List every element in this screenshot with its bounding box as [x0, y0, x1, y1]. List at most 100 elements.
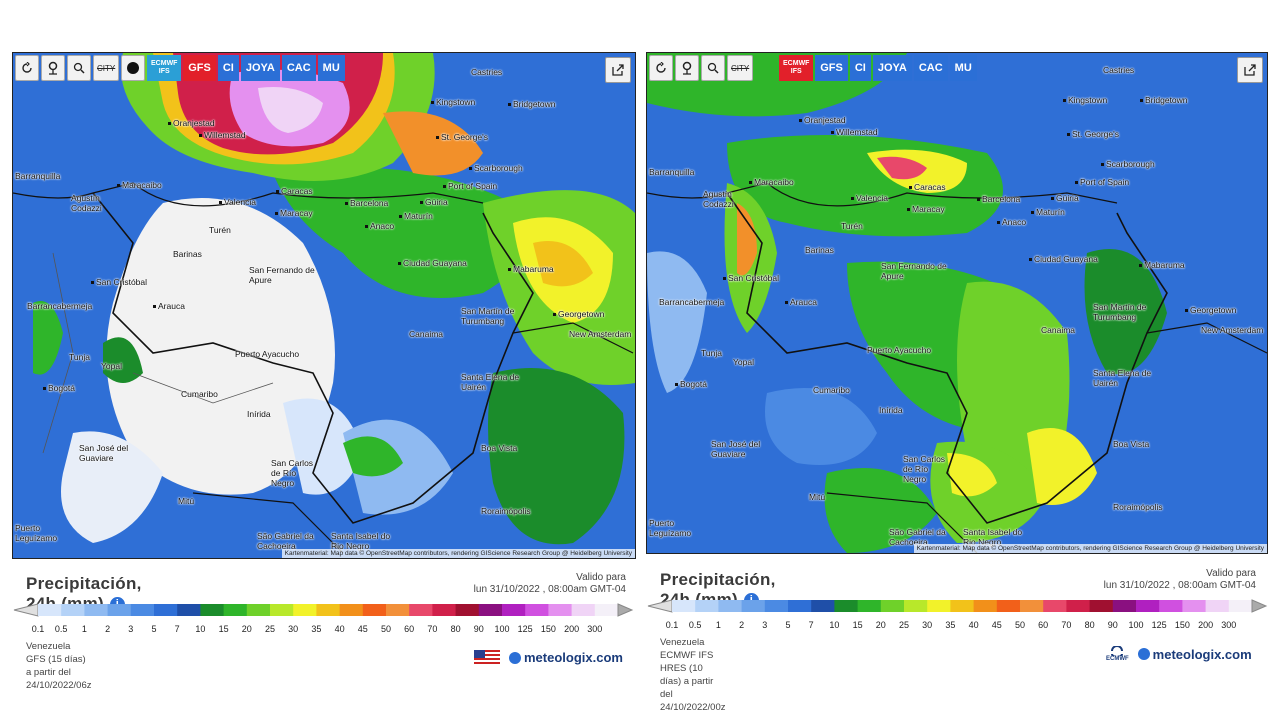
- model-button-ci[interactable]: CI: [217, 55, 239, 81]
- refresh-icon[interactable]: [15, 55, 39, 81]
- scale-tick-label: 90: [1107, 620, 1118, 630]
- scale-tick-label: 45: [357, 624, 368, 634]
- scale-swatch: [1159, 600, 1183, 612]
- model-button-joya[interactable]: JOYA: [872, 55, 912, 81]
- satellite-toggle-icon[interactable]: [121, 55, 146, 81]
- map-toolbar: CITY ECMWF IFS GFS CI JOYA CAC MU: [13, 53, 347, 83]
- scale-swatch: [904, 600, 928, 612]
- city-label: New Amsterdam: [1201, 325, 1264, 335]
- zoom-icon[interactable]: [701, 55, 725, 81]
- scale-swatch: [223, 604, 248, 616]
- city-label: Bridgetown: [508, 99, 556, 109]
- valid-date: lun 31/10/2022 , 08:00am GMT-04: [473, 584, 626, 595]
- city-label: San Carlos de Río Negro: [271, 458, 314, 488]
- scale-swatch: [788, 600, 812, 612]
- scale-swatch: [594, 604, 619, 616]
- precip-map-ecmwf[interactable]: CITY ECMWF IFS GFS CI JOYA CAC MU Castri…: [646, 52, 1268, 554]
- scale-swatch: [130, 604, 155, 616]
- location-pin-icon[interactable]: [675, 55, 699, 81]
- model-button-ecmwf[interactable]: ECMWF IFS: [779, 55, 814, 81]
- city-label: New Amsterdam: [569, 329, 632, 339]
- scale-tick-label: 0.1: [665, 620, 679, 630]
- city-label: Güiria: [1051, 193, 1079, 203]
- city-label: Mabaruma: [508, 264, 554, 274]
- city-label: Turén: [841, 221, 863, 231]
- city-label: Valencia: [851, 193, 888, 203]
- city-label: Kingstown: [431, 97, 475, 107]
- scale-swatch: [38, 604, 62, 616]
- city-label: Ciudad Guayana: [398, 258, 467, 268]
- brand-text: meteologix.com: [524, 650, 623, 665]
- scale-ticks: 0.1 0.5 1 2 3 5 7 10 15 20 25 30 35 40 45 50 60 70 80 90 100…: [646, 620, 1268, 632]
- model-run-label: ECMWF IFS HRES (10 días) a partir del 24…: [660, 650, 726, 713]
- scale-swatch: [316, 604, 341, 616]
- city-label: Barinas: [173, 249, 202, 259]
- model-button-mu[interactable]: MU: [949, 55, 977, 81]
- scale-tick-label: 0.1: [31, 624, 45, 634]
- city-label: Puerto Ayacucho: [235, 349, 300, 359]
- model-button-mu[interactable]: MU: [317, 55, 345, 81]
- toolbar-spacer: [755, 55, 777, 81]
- model-button-gfs[interactable]: GFS: [815, 55, 848, 81]
- model-button-ecmwf[interactable]: ECMWF IFS: [147, 55, 182, 81]
- share-button[interactable]: [1237, 57, 1263, 83]
- scale-swatch: [455, 604, 480, 616]
- scale-swatch: [177, 604, 201, 616]
- ecmwf-logo-icon: [1111, 646, 1124, 656]
- model-button-joya[interactable]: JOYA: [240, 55, 280, 81]
- model-button-cac[interactable]: CAC: [281, 55, 316, 81]
- scale-tick-label: 70: [1061, 620, 1072, 630]
- city-toggle-label: CITY: [731, 63, 750, 73]
- run-info: Venezuela GFS (15 días) a partir del 24/…: [26, 640, 92, 692]
- scale-tick-label: 80: [1084, 620, 1095, 630]
- region-label: Venezuela: [660, 637, 705, 648]
- precip-map-gfs[interactable]: CITY ECMWF IFS GFS CI JOYA CAC MU Castri…: [12, 52, 636, 559]
- scale-swatch: [1228, 600, 1253, 612]
- scale-swatch: [386, 604, 410, 616]
- scale-swatch: [672, 600, 696, 612]
- city-toggle-button[interactable]: CITY: [727, 55, 754, 81]
- model-button-gfs[interactable]: GFS: [183, 55, 216, 81]
- scale-tick-label: 70: [427, 624, 438, 634]
- scale-tick-label: 7: [808, 620, 814, 630]
- city-label: Anaco: [997, 217, 1026, 227]
- city-label: Willemstad: [199, 130, 246, 140]
- refresh-icon[interactable]: [649, 55, 673, 81]
- valid-date: lun 31/10/2022 , 08:00am GMT-04: [1103, 580, 1256, 591]
- city-toggle-label: CITY: [97, 63, 116, 73]
- model-button-cac[interactable]: CAC: [913, 55, 948, 81]
- ecmwf-logo: ECMWF: [1106, 646, 1129, 662]
- city-label: Puerto Leguízamo: [649, 518, 692, 538]
- city-label: Inírida: [879, 405, 903, 415]
- city-label: Maracay: [907, 204, 945, 214]
- scale-swatch: [1136, 600, 1160, 612]
- scale-swatch: [478, 604, 503, 616]
- city-label: Bogotá: [43, 383, 75, 393]
- city-label: Barranquilla: [15, 171, 61, 181]
- scale-tick-label: 150: [1174, 620, 1190, 630]
- city-toggle-button[interactable]: CITY: [93, 55, 120, 81]
- scale-tick-label: 10: [829, 620, 840, 630]
- scale-tick-label: 7: [174, 624, 180, 634]
- city-label: Barranquilla: [649, 167, 695, 177]
- scale-tick-label: 150: [540, 624, 556, 634]
- scale-tick-label: 1: [81, 624, 87, 634]
- city-label: Yopal: [733, 357, 754, 367]
- scale-tick-label: 10: [195, 624, 206, 634]
- scale-tick-label: 100: [494, 624, 510, 634]
- city-label: Castries: [471, 67, 503, 77]
- precip-field: [13, 53, 635, 558]
- scale-tick-label: 1: [715, 620, 721, 630]
- location-pin-icon[interactable]: [41, 55, 65, 81]
- scale-swatch: [811, 600, 835, 612]
- city-label: Canaima: [409, 329, 444, 339]
- scale-arrow-left: [13, 603, 39, 617]
- share-button[interactable]: [605, 57, 631, 83]
- scale-swatch: [200, 604, 225, 616]
- model-button-ci[interactable]: CI: [849, 55, 871, 81]
- zoom-icon[interactable]: [67, 55, 91, 81]
- scale-swatch: [1112, 600, 1137, 612]
- model-run-label: GFS (15 días) a partir del 24/10/2022/06…: [26, 654, 92, 691]
- share-icon: [612, 64, 624, 76]
- city-label: San Cristóbal: [723, 273, 779, 283]
